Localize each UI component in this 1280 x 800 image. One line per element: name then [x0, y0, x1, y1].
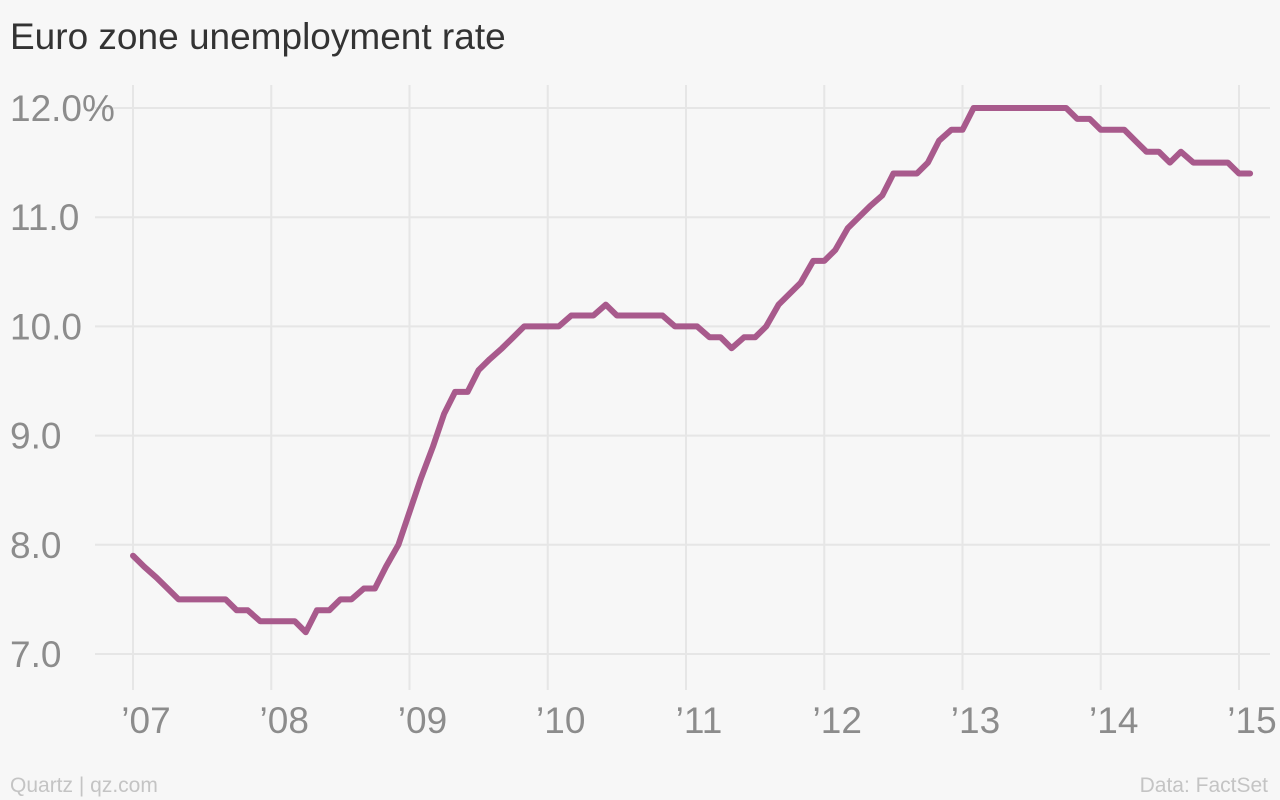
x-tick-label: ’14 — [1089, 700, 1138, 741]
y-tick-label: 7.0 — [10, 634, 61, 675]
x-tick-label: ’08 — [260, 700, 309, 741]
y-axis-ticks: 12.0% 11.0 10.0 9.0 8.0 7.0 — [10, 88, 115, 675]
x-tick-label: ’12 — [813, 700, 862, 741]
x-tick-label: ’07 — [121, 700, 170, 741]
x-tick-label: ’15 — [1227, 700, 1276, 741]
x-tick-label: ’10 — [536, 700, 585, 741]
y-tick-label: 10.0 — [10, 306, 82, 347]
series-layer — [130, 105, 1254, 636]
y-tick-label: 9.0 — [10, 416, 61, 457]
data-source: Data: FactSet — [1140, 774, 1269, 797]
series-line — [130, 105, 1254, 636]
grid — [95, 85, 1270, 690]
y-tick-label: 8.0 — [10, 525, 61, 566]
x-tick-label: ’11 — [676, 700, 723, 741]
y-tick-label: 12.0% — [10, 88, 115, 129]
x-tick-label: ’13 — [951, 700, 1000, 741]
x-tick-label: ’09 — [398, 700, 447, 741]
chart-title: Euro zone unemployment rate — [10, 16, 506, 57]
y-tick-label: 11.0 — [10, 197, 79, 238]
x-axis-ticks: ’07 ’08 ’09 ’10 ’11 ’12 ’13 ’14 ’15 — [121, 700, 1276, 741]
source-credit: Quartz | qz.com — [10, 774, 158, 797]
